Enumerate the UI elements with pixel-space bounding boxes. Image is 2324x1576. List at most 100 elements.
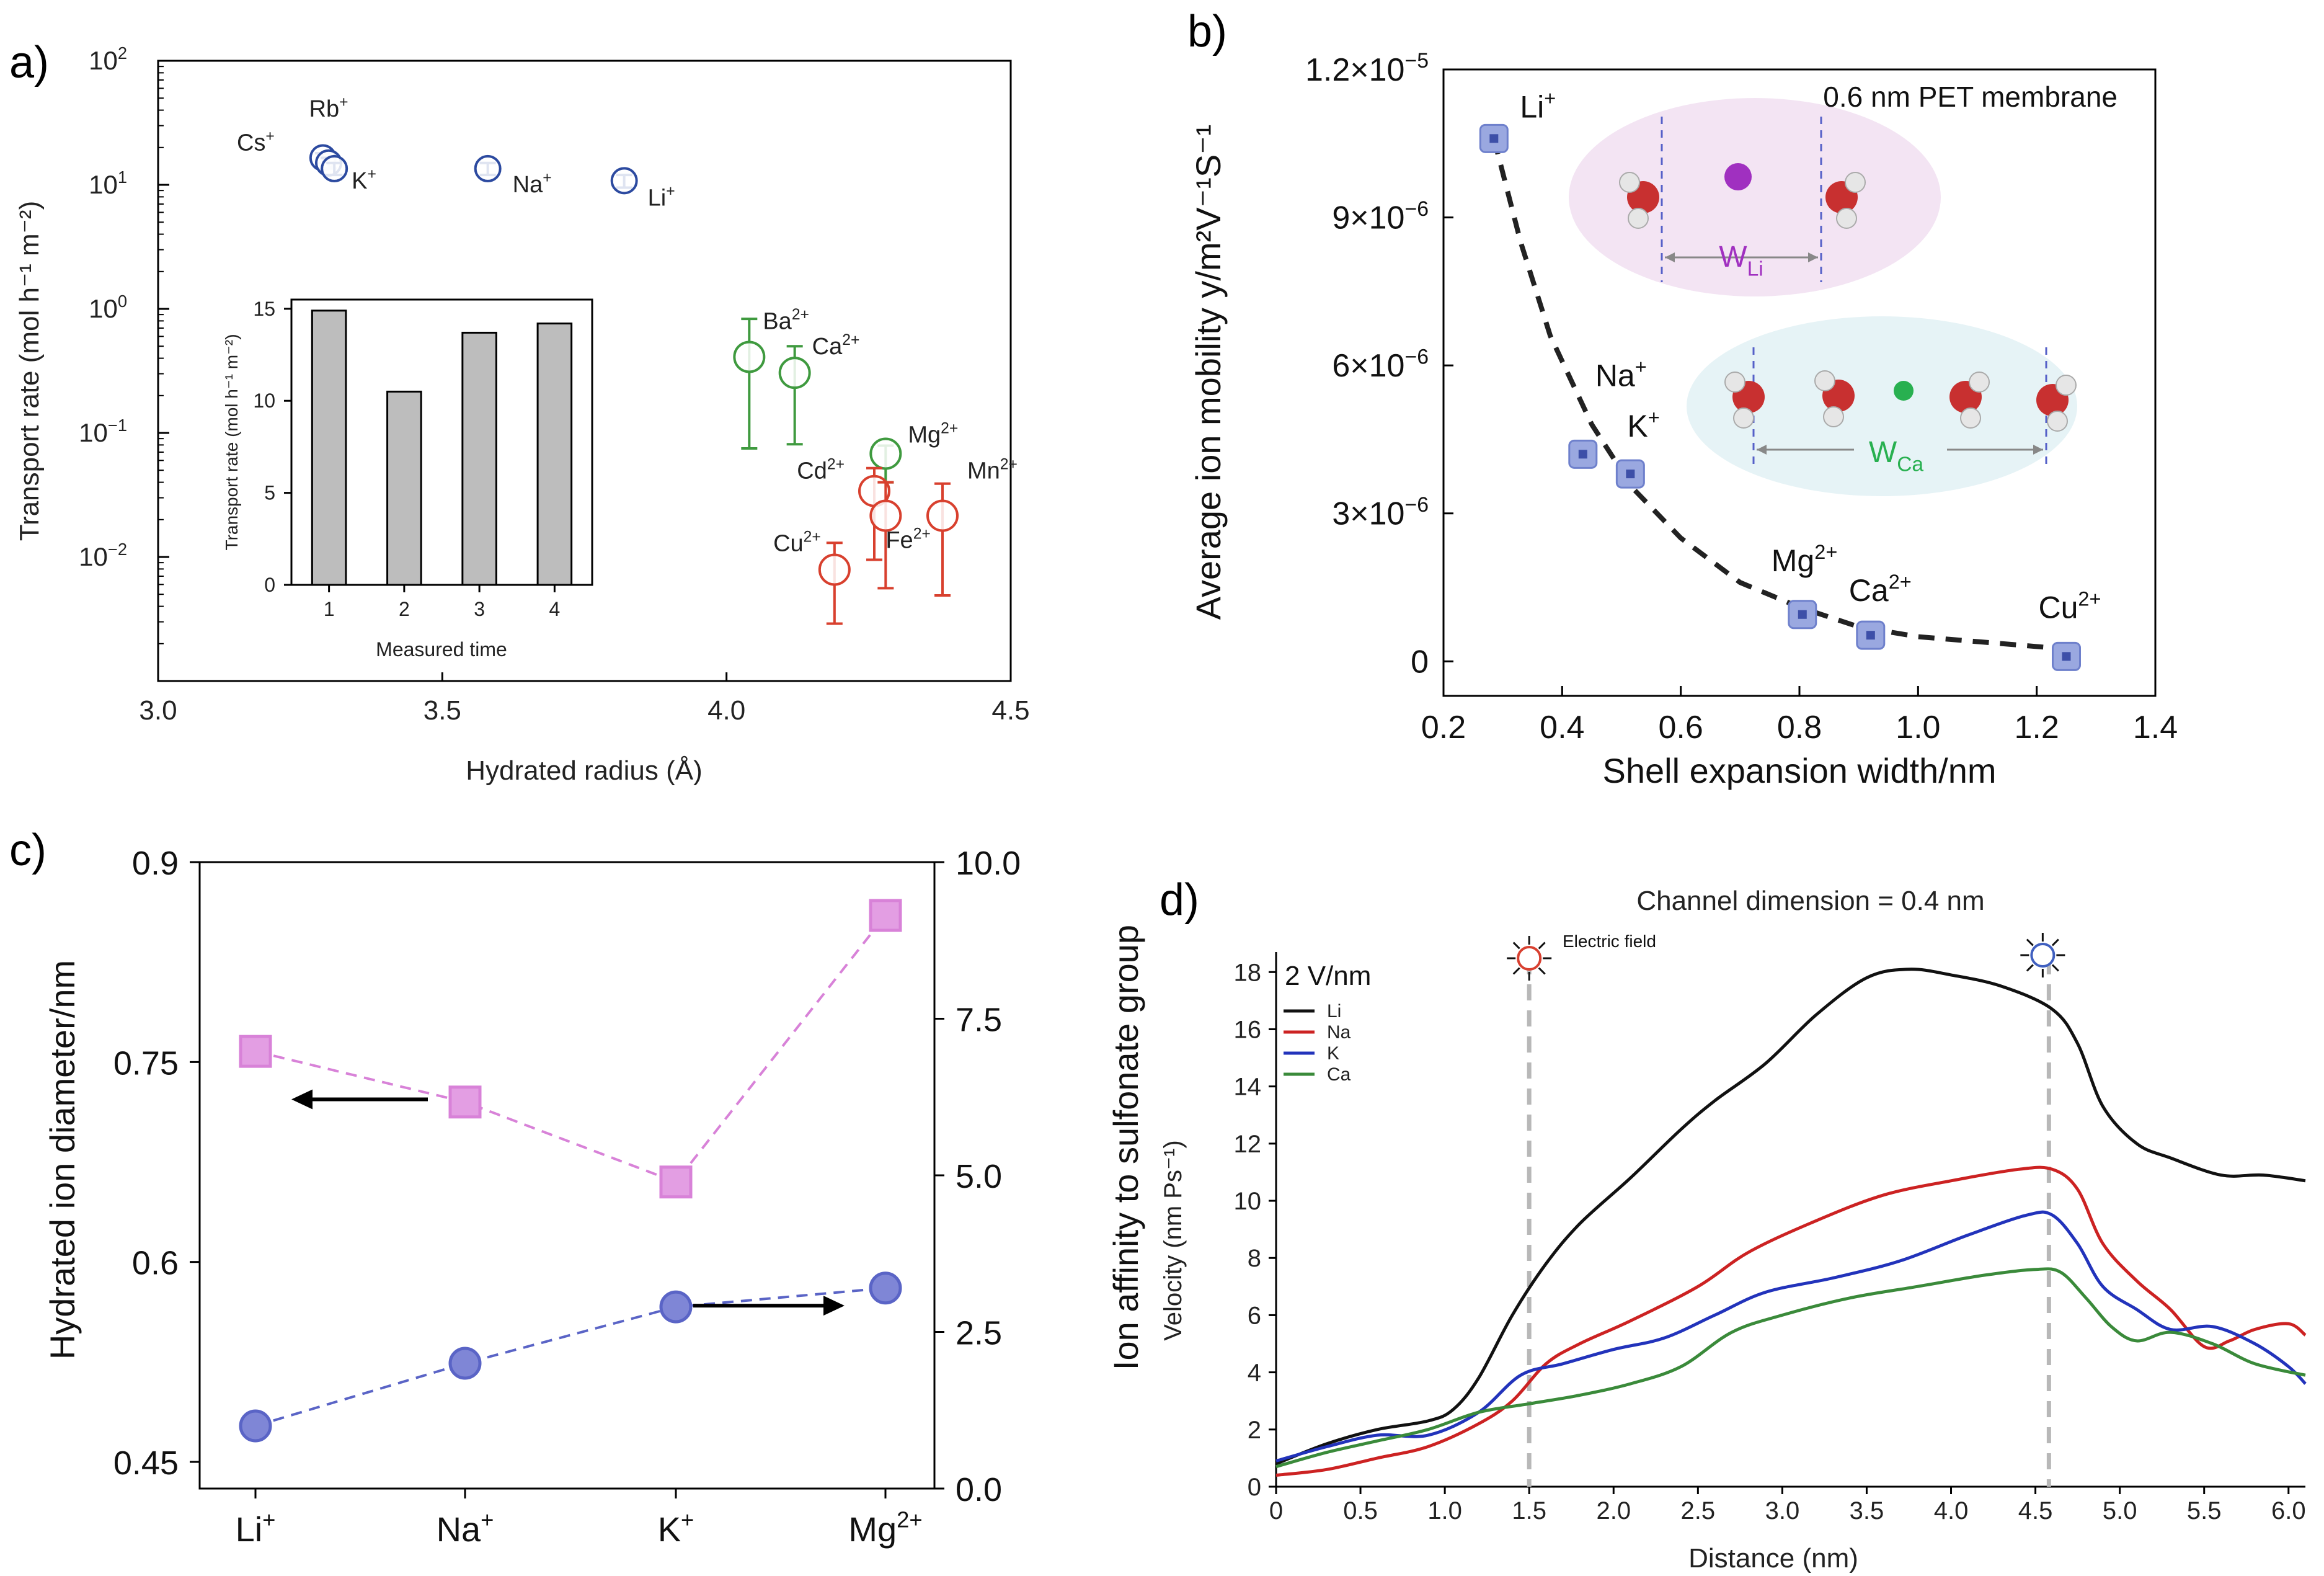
x-tick-label: 1.0 [1427,1497,1462,1525]
panel-d-series [1275,933,2307,1487]
y-tick-label: 6 [1248,1302,1261,1329]
marker [818,553,851,586]
panel-a: Hydrated radius (Å) Transport rate (mol … [14,43,1030,786]
panel-c-x-ticks: Li+ Na+ K+ Mg2+ [236,1489,923,1549]
data-point: Cu2+ [773,528,851,625]
y-tick-label: 3×10−6 [1332,493,1429,532]
x-tick-label: 1.5 [1512,1497,1546,1525]
x-tick-label: 3.5 [1850,1497,1884,1525]
inset-y-tick-label: 10 [253,390,275,412]
marker-center [1626,470,1635,479]
panel-d-title: Channel dimension = 0.4 nm [1636,886,1984,916]
point-label: K+ [352,166,376,194]
x-tick-label: 0.6 [1659,710,1703,746]
y-tick-label-right: 5.0 [956,1158,1002,1195]
square-marker [448,1085,482,1119]
panel-a-frame [157,60,1012,682]
data-point: Ca2+ [778,332,859,446]
hydrogen-atom [1814,370,1835,391]
panel-a-inset-bars: 1 2 3 4 0 5 10 15 [253,298,573,620]
y-tick-label-right: 10.0 [956,845,1021,882]
point-label: Mg2+ [908,420,958,448]
y-tick-label: 6×10−6 [1332,345,1429,384]
panel-b-y-ticks: 0 3×10−6 6×10−6 9×10−6 1.2×10−5 [1305,49,1453,680]
hydrogen-atom [1960,407,1981,429]
y-tick-label-left: 0.45 [113,1445,179,1482]
x-tick-label: 4.0 [1934,1497,1969,1525]
inset-y-tick-label: 0 [264,574,275,596]
hydrogen-atom [1619,172,1640,193]
inset-x-tick-label: 3 [474,598,485,620]
series-line-li [1275,968,2306,1466]
hydrogen-atom [1823,406,1844,427]
bar [311,309,347,586]
x-tick-label: Mg2+ [848,1507,922,1549]
marker [778,357,811,390]
point-label: Mg2+ [1772,541,1838,578]
panel-b-x-ticks: 0.2 0.4 0.6 0.8 1.0 1.2 1.4 [1421,686,2178,746]
marker-center [2062,652,2071,661]
ray [2026,964,2034,972]
x-tick-label: 4.5 [2018,1497,2053,1525]
x-tick-label: Na+ [437,1507,494,1549]
panel-a-x-ticks: 3.0 3.5 4.0 4.5 [139,672,1030,726]
marker [926,499,959,532]
data-point: K+ [1615,406,1660,489]
y-tick-label: 8 [1248,1245,1261,1272]
marker [321,154,348,182]
marker [474,154,502,182]
marker-center [1489,134,1499,143]
y-tick-label: 0 [1248,1474,1261,1501]
charge-circle [2030,943,2056,968]
y-tick-label-left: 0.6 [132,1245,179,1282]
water-molecule [1724,372,1765,429]
panel-d-label: d) [1160,875,1199,925]
legend-label: Li [1327,1001,1341,1022]
x-tick-label: 0 [1269,1497,1283,1525]
x-tick-label: 1.2 [2015,710,2059,746]
data-point: Ba2+ [733,306,809,450]
panel-a-y-ticks: 10−2 10−1 100 101 102 [79,43,169,644]
x-tick-label: 3.0 [139,695,177,726]
panel-b-xlabel: Shell expansion width/nm [1602,751,1996,790]
y-tick-label-right: 2.5 [956,1315,1002,1352]
marker [610,167,638,195]
hydrogen-atom [1724,372,1745,393]
x-tick-label: 4.0 [707,695,745,726]
marker-center [1578,450,1587,459]
x-tick-label: 6.0 [2271,1497,2306,1525]
y-tick-label-right: 0.0 [956,1471,1002,1508]
x-tick-label: 3.0 [1765,1497,1800,1525]
panel-a-xlabel: Hydrated radius (Å) [466,755,702,786]
point-label: Cd2+ [797,456,845,484]
panel-d-ylabel: Velocity (nm Ps⁻¹) [1160,1140,1187,1340]
left-axis-arrow-head [291,1089,313,1110]
hydrogen-atom [1733,407,1754,429]
y-tick-label: 18 [1234,959,1262,986]
water-molecule [2036,375,2077,432]
y-tick-label: 10 [1234,1188,1262,1215]
data-point: Mg2+ [1772,541,1838,630]
point-label: Fe2+ [885,525,931,553]
x-tick-label: 5.5 [2187,1497,2222,1525]
panel-c-ylabel-right: Ion affinity to sulfonate group [1106,925,1145,1370]
water-molecule [1619,172,1659,229]
charge-circle [1517,946,1542,971]
data-point: Cd2+ [797,456,890,561]
x-tick-label: 1.0 [1896,710,1940,746]
y-tick-label: 1.2×10−5 [1305,49,1429,88]
hydrogen-atom [1845,172,1866,193]
panel-b-annotation: 0.6 nm PET membrane [1823,81,2118,113]
data-point: Ca2+ [1849,571,1912,650]
x-tick-label: 2.5 [1681,1497,1716,1525]
ray [1512,942,1520,950]
panel-d-axes [1275,952,2305,1488]
point-label: Na+ [1595,355,1647,393]
y-tick-label: 4 [1248,1360,1261,1387]
point-label: Cu2+ [773,528,821,556]
inset-x-tick-label: 4 [549,598,560,620]
point-label: K+ [1627,406,1659,443]
width-arrow-li-head [1665,252,1675,262]
